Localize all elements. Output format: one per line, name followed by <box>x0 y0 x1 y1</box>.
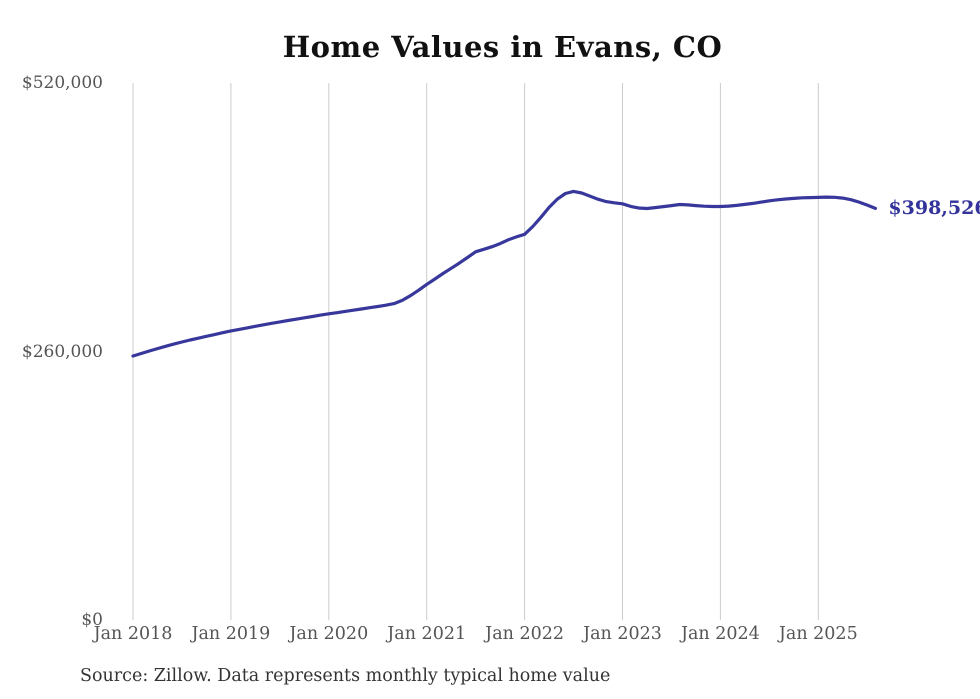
x-axis-tick: Jan 2020 <box>289 624 369 644</box>
x-axis-tick: Jan 2022 <box>485 624 565 644</box>
home-value-line <box>131 189 878 358</box>
latest-value-label: $398,526 <box>888 197 980 220</box>
x-axis-tick: Jan 2025 <box>778 624 858 644</box>
gridline-group <box>132 83 819 620</box>
x-axis-tick: Jan 2021 <box>387 624 467 644</box>
y-axis-tick: $520,000 <box>21 73 103 93</box>
x-axis-tick: Jan 2023 <box>583 624 662 644</box>
x-axis-tick: Jan 2024 <box>680 624 760 644</box>
y-axis-tick: $260,000 <box>21 341 103 362</box>
y-axis-tick: $0 <box>81 610 103 630</box>
x-axis-tick: Jan 2019 <box>191 624 271 644</box>
chart-title: Home Values in Evans, CO <box>282 30 723 64</box>
x-axis-tick: Jan 2018 <box>93 624 173 644</box>
source-note: Source: Zillow. Data represents monthly … <box>80 666 611 686</box>
